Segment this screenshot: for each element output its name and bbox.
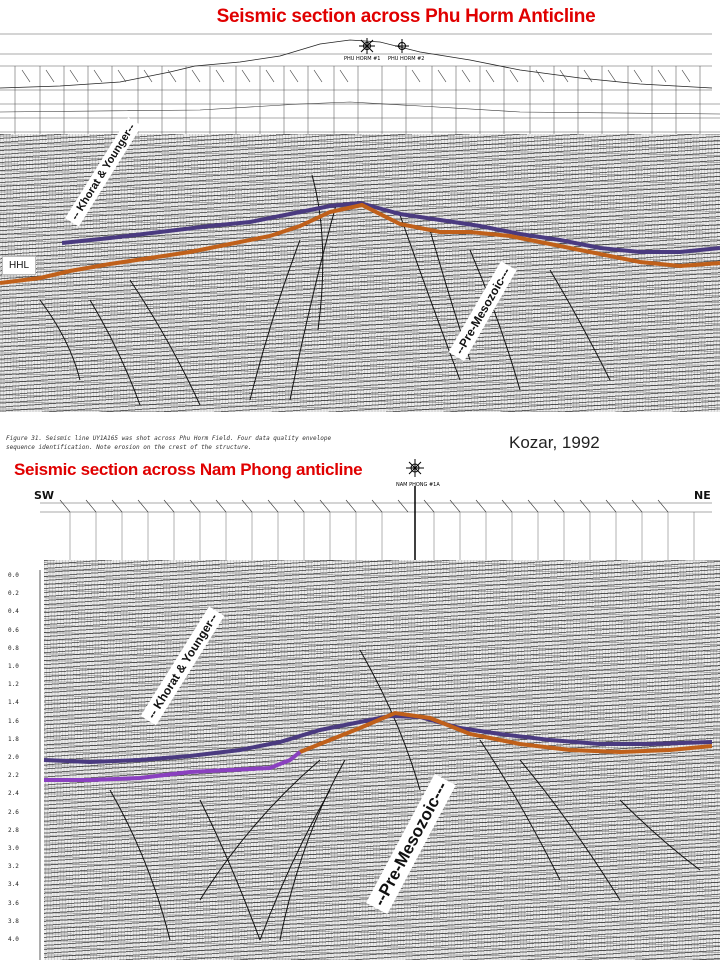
bottom-section-title: Seismic section across Nam Phong anticli… bbox=[14, 460, 363, 479]
time-tick-label: 0.6 bbox=[8, 626, 19, 634]
time-tick-label: 1.2 bbox=[8, 681, 19, 689]
well-label-phu-horm-1: PHU HORM #1 bbox=[344, 56, 381, 62]
time-tick-label: 2.4 bbox=[8, 790, 19, 798]
time-tick-label: 1.8 bbox=[8, 735, 19, 743]
well-symbol-icon bbox=[406, 459, 424, 477]
top-seismic-section bbox=[0, 134, 720, 412]
time-tick-label: 0.2 bbox=[8, 590, 19, 598]
credit-citation: Kozar, 1992 bbox=[509, 433, 600, 452]
well-symbol-icon bbox=[359, 38, 375, 54]
time-tick-label: 3.4 bbox=[8, 881, 19, 889]
time-tick-label: 4.0 bbox=[8, 936, 19, 943]
hhl-label: HHL bbox=[2, 256, 37, 275]
time-tick-label: 2.8 bbox=[8, 826, 19, 834]
time-tick-label: 3.0 bbox=[8, 845, 19, 852]
time-tick-label: 3.8 bbox=[8, 917, 19, 925]
time-tick-label: 0.8 bbox=[8, 644, 19, 652]
direction-ne: NE bbox=[694, 489, 711, 502]
well-label-nam-phong-1a: NAM PHONG #1A bbox=[396, 482, 440, 488]
time-tick-label: 2.6 bbox=[8, 808, 19, 816]
time-tick-label: 3.2 bbox=[8, 863, 19, 871]
figure-caption-line-1: Figure 31. Seismic line UY1A165 was shot… bbox=[6, 435, 332, 442]
direction-sw: SW bbox=[34, 489, 55, 502]
time-tick-label: 3.6 bbox=[8, 899, 19, 907]
time-tick-label: 0.0 bbox=[8, 572, 19, 579]
time-tick-label: 2.0 bbox=[8, 754, 19, 761]
time-tick-label: 1.0 bbox=[8, 663, 19, 670]
figure-caption-line-2: sequence identification. Note erosion on… bbox=[6, 444, 252, 451]
well-symbol-icon bbox=[395, 39, 409, 53]
time-tick-label: 2.2 bbox=[8, 772, 19, 780]
top-section-title: Seismic section across Phu Horm Anticlin… bbox=[216, 6, 596, 27]
time-tick-label: 1.4 bbox=[8, 699, 19, 707]
time-tick-label: 0.4 bbox=[8, 608, 19, 616]
time-tick-label: 1.6 bbox=[8, 717, 19, 725]
well-label-phu-horm-2: PHU HORM #2 bbox=[388, 56, 425, 62]
figure-caption: Figure 31. Seismic line UY1A165 was shot… bbox=[6, 434, 331, 452]
